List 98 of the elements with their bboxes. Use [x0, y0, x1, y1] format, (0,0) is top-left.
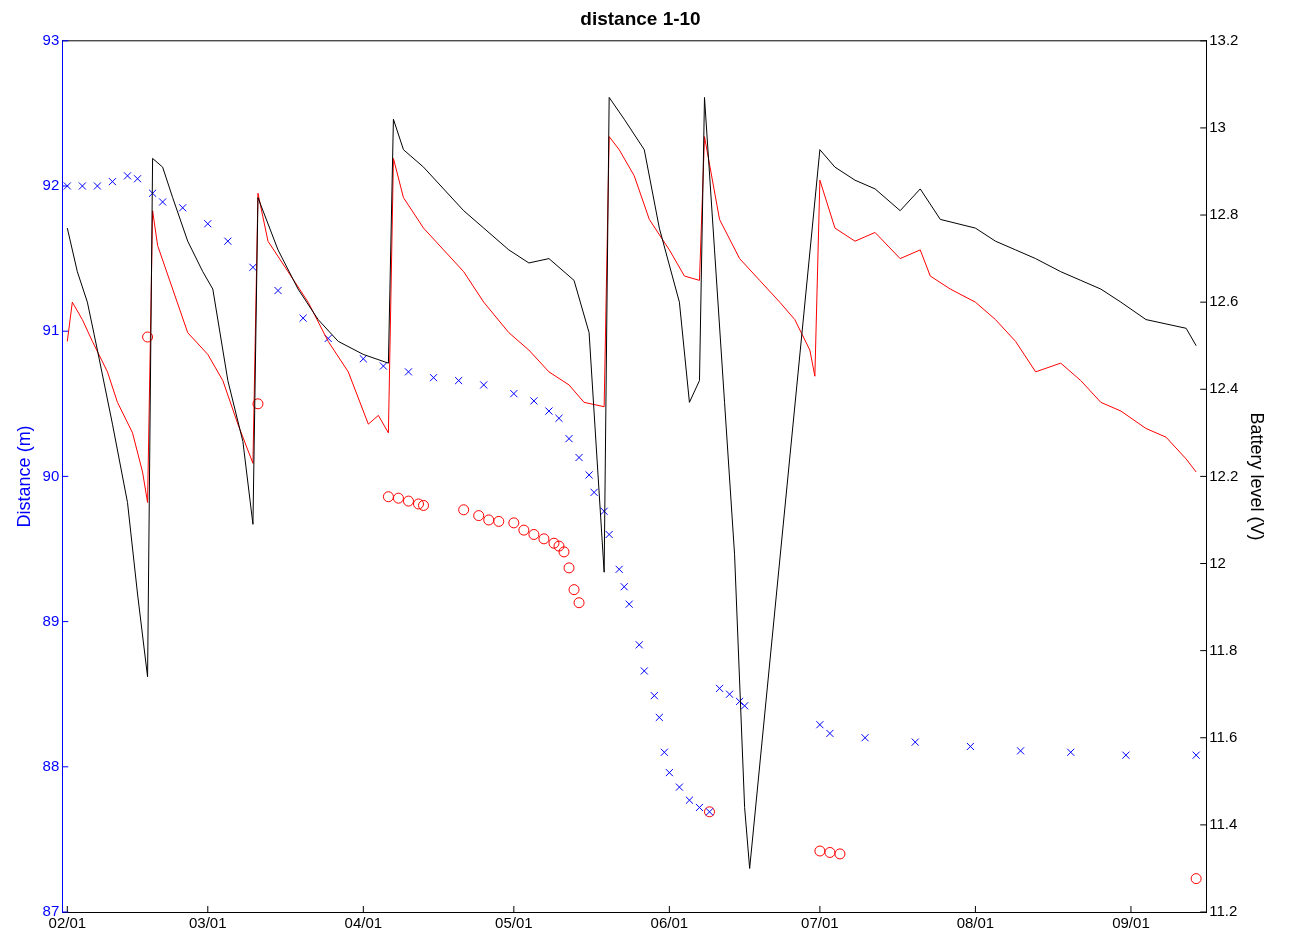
x-tick-label: 07/01 — [801, 914, 839, 932]
point — [814, 845, 826, 857]
point — [564, 434, 574, 443]
point — [548, 537, 560, 549]
point — [675, 783, 684, 792]
point — [479, 380, 488, 389]
point — [413, 498, 425, 510]
point — [324, 334, 333, 343]
point — [834, 848, 846, 860]
point — [640, 666, 649, 675]
point — [861, 733, 870, 742]
y2-tick-label: 13.2 — [1209, 30, 1239, 48]
point — [1121, 751, 1130, 760]
point — [418, 499, 430, 511]
point — [553, 540, 565, 552]
y-axis-title: Distance (m) — [13, 425, 34, 528]
point — [635, 640, 644, 649]
point — [620, 582, 629, 591]
point — [660, 748, 669, 757]
point — [273, 286, 283, 295]
point — [379, 362, 388, 371]
y-tick-label: 91 — [42, 321, 60, 339]
point — [911, 738, 920, 747]
x-tick-label: 09/01 — [1112, 914, 1150, 932]
point — [600, 507, 609, 516]
point — [248, 263, 257, 272]
point — [508, 517, 520, 529]
x-tick-label: 08/01 — [956, 914, 995, 932]
point — [554, 414, 564, 423]
y2-tick-label: 11.6 — [1209, 727, 1238, 745]
point — [203, 219, 212, 228]
point — [299, 314, 308, 323]
point — [966, 742, 975, 751]
point — [483, 514, 495, 526]
point — [585, 470, 594, 479]
point — [529, 396, 538, 405]
point — [573, 597, 585, 609]
point — [625, 600, 634, 609]
y2-axis-title: Battery level (V) — [1247, 412, 1268, 541]
y2-tick-label: 11.2 — [1209, 902, 1238, 920]
point — [509, 389, 518, 398]
y-tick-label: 88 — [42, 756, 60, 774]
point — [544, 407, 553, 416]
point — [815, 720, 824, 729]
point — [568, 584, 580, 596]
point — [825, 729, 834, 738]
y2-tick-label: 12.2 — [1209, 466, 1239, 484]
y2-tick-label: 11.4 — [1209, 815, 1238, 833]
x-tick-label: 03/01 — [189, 914, 227, 932]
y-tick-label: 92 — [42, 176, 60, 194]
point — [605, 530, 614, 539]
point — [715, 684, 724, 693]
point — [392, 492, 404, 504]
point — [359, 354, 368, 363]
y2-tick-label: 12.6 — [1209, 292, 1239, 310]
point — [575, 453, 584, 462]
point — [223, 237, 232, 246]
point — [252, 398, 264, 410]
point — [429, 373, 438, 382]
y2-tick-label: 12 — [1209, 553, 1226, 571]
point — [528, 528, 540, 540]
point — [655, 713, 664, 722]
y-tick-label: 89 — [42, 611, 60, 629]
point — [685, 796, 694, 805]
y2-tick-label: 12.4 — [1209, 379, 1239, 397]
point — [740, 701, 749, 710]
point — [538, 533, 550, 545]
point — [725, 690, 734, 699]
point — [454, 376, 463, 385]
point — [563, 562, 575, 574]
point — [665, 768, 674, 777]
point — [493, 515, 505, 527]
point — [735, 697, 744, 706]
point — [695, 803, 704, 812]
point — [382, 491, 394, 503]
chart-title: distance 1-10 — [580, 7, 701, 29]
y2-tick-label: 12.8 — [1209, 205, 1239, 223]
point — [558, 546, 570, 558]
point — [824, 846, 836, 858]
point — [1190, 873, 1202, 885]
point — [473, 510, 485, 522]
x-tick-label: 04/01 — [344, 914, 383, 932]
point — [1066, 748, 1075, 757]
y-tick-label: 90 — [42, 466, 60, 484]
y2-tick-label: 11.8 — [1209, 640, 1238, 658]
y2-tick-label: 13 — [1209, 118, 1226, 136]
point — [1016, 746, 1025, 755]
x-tick-label: 06/01 — [650, 914, 689, 932]
point — [615, 565, 624, 574]
y-tick-label: 93 — [42, 30, 60, 48]
point — [1192, 751, 1201, 760]
point — [518, 524, 530, 536]
point — [402, 495, 414, 507]
point — [590, 488, 599, 497]
point — [458, 504, 470, 516]
point — [404, 367, 413, 376]
point — [650, 691, 659, 700]
x-tick-label: 05/01 — [495, 914, 533, 932]
